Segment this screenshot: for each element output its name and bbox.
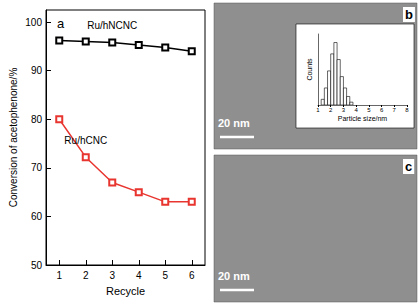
svg-text:Recycle: Recycle (106, 285, 145, 297)
svg-text:b: b (405, 7, 413, 22)
svg-text:90: 90 (31, 65, 43, 76)
svg-text:20 nm: 20 nm (218, 270, 250, 282)
svg-text:4: 4 (354, 107, 358, 113)
svg-text:Conversion of acetophenone/%: Conversion of acetophenone/% (8, 68, 19, 208)
svg-text:7: 7 (393, 107, 397, 113)
svg-text:3: 3 (109, 270, 115, 281)
svg-text:8: 8 (405, 107, 409, 113)
svg-text:1: 1 (56, 270, 62, 281)
svg-text:70: 70 (31, 162, 43, 173)
svg-text:100: 100 (25, 17, 42, 28)
svg-text:Particle size/nm: Particle size/nm (338, 115, 388, 122)
svg-text:50: 50 (31, 260, 43, 271)
svg-text:a: a (57, 16, 65, 31)
svg-text:80: 80 (31, 114, 43, 125)
svg-text:Counts: Counts (306, 58, 313, 81)
svg-text:20 nm: 20 nm (218, 117, 250, 129)
svg-text:5: 5 (367, 107, 371, 113)
svg-text:Ru/hNCNC: Ru/hNCNC (87, 20, 137, 31)
svg-text:4: 4 (136, 270, 142, 281)
svg-text:3: 3 (342, 107, 346, 113)
svg-text:2: 2 (83, 270, 89, 281)
svg-text:c: c (405, 159, 412, 174)
svg-text:2: 2 (329, 107, 333, 113)
svg-text:6: 6 (380, 107, 384, 113)
svg-text:6: 6 (189, 270, 195, 281)
svg-text:1: 1 (316, 107, 320, 113)
svg-text:60: 60 (31, 211, 43, 222)
svg-text:5: 5 (162, 270, 168, 281)
svg-text:Ru/hCNC: Ru/hCNC (64, 135, 107, 146)
